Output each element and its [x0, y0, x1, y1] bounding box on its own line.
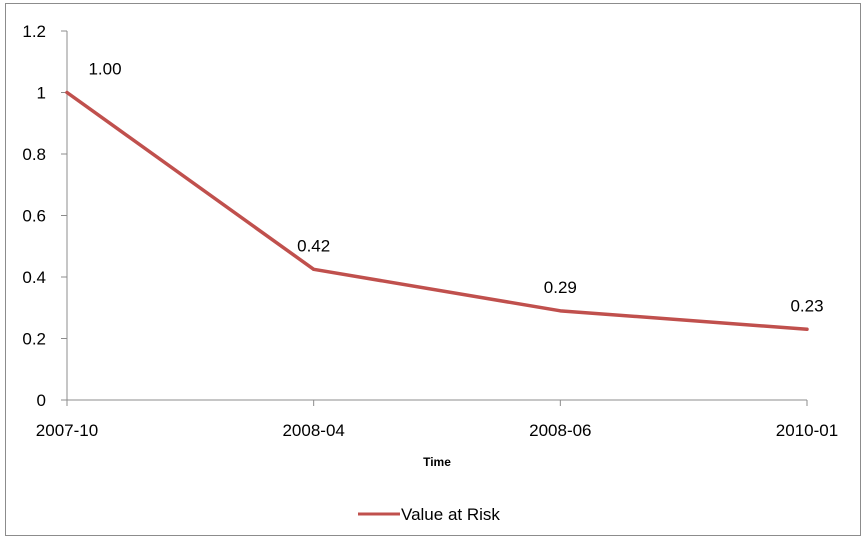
y-tick-label: 0.2: [22, 330, 46, 349]
y-tick-label: 1: [37, 84, 46, 103]
y-tick-label: 0.4: [22, 268, 46, 287]
y-tick-label: 0.6: [22, 207, 46, 226]
x-tick-label: 2010-01: [776, 421, 838, 440]
series-line: [65, 90, 809, 332]
data-point: [65, 91, 69, 94]
x-tick-label: 2007-10: [36, 421, 98, 440]
data-point: [558, 309, 562, 313]
legend: Value at Risk: [358, 505, 500, 524]
x-tick-label: 2008-04: [282, 421, 344, 440]
chart-frame: [5, 3, 861, 536]
legend-label: Value at Risk: [401, 505, 500, 524]
data-point: [805, 327, 809, 331]
x-tick-label: 2008-06: [529, 421, 591, 440]
x-axis: 2007-10 2008-04 2008-06 2010-01: [36, 399, 838, 440]
y-tick-label: 0.8: [22, 145, 46, 164]
data-labels: 1.00 0.42 0.29 0.23: [88, 60, 823, 316]
x-axis-title: Time: [423, 455, 451, 469]
y-axis: 0 0.2 0.4 0.6 0.8 1 1.2: [22, 22, 68, 410]
y-tick-label: 0: [37, 391, 46, 410]
series-layer: [65, 90, 809, 332]
data-label: 0.29: [544, 278, 577, 297]
y-tick-label: 1.2: [22, 22, 46, 41]
data-label: 0.23: [790, 296, 823, 315]
data-point: [312, 267, 316, 271]
data-label: 0.42: [297, 236, 330, 255]
data-label: 1.00: [88, 60, 121, 79]
